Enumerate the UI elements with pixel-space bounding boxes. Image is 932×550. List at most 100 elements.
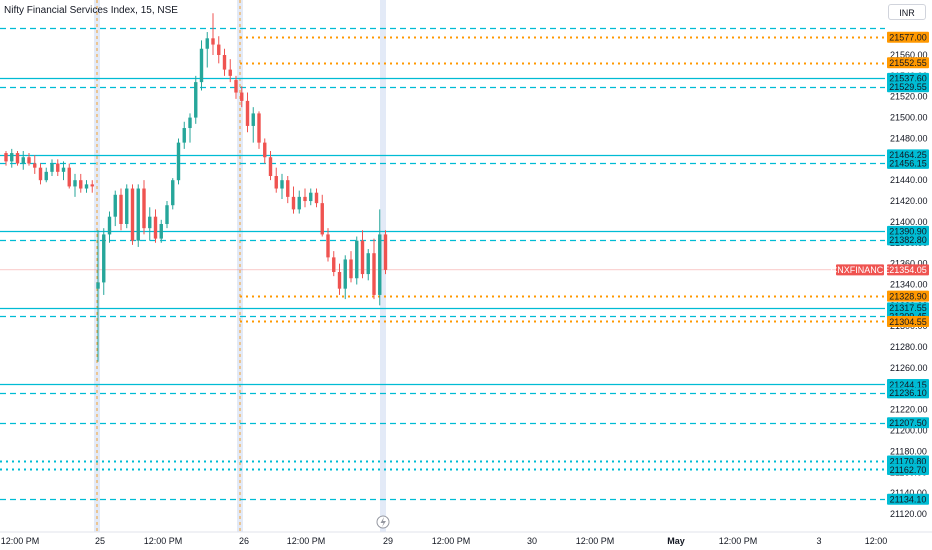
candle[interactable] <box>165 201 169 229</box>
candle[interactable] <box>355 236 359 285</box>
price-axis-tick: 21440.00 <box>890 175 928 185</box>
candle-body <box>217 44 221 55</box>
candle[interactable] <box>73 173 77 197</box>
candle[interactable] <box>372 238 376 300</box>
candle[interactable] <box>251 107 255 143</box>
level-badge-bg <box>887 463 929 475</box>
candle[interactable] <box>61 161 66 181</box>
candle-body <box>38 167 43 181</box>
candle[interactable] <box>194 75 198 124</box>
candle[interactable] <box>50 159 54 177</box>
candle[interactable] <box>263 138 267 164</box>
candle[interactable] <box>228 59 232 83</box>
level-badge-text: 21317.55 <box>889 303 927 313</box>
candle[interactable] <box>142 180 146 235</box>
candle[interactable] <box>15 150 20 166</box>
candle[interactable] <box>79 173 83 193</box>
candle[interactable] <box>136 184 140 247</box>
candle-body <box>228 69 232 76</box>
candle[interactable] <box>326 228 330 262</box>
candle[interactable] <box>96 230 100 362</box>
candle[interactable] <box>314 188 319 208</box>
time-axis-label: 12:00 PM <box>1 536 40 546</box>
candle[interactable] <box>44 167 48 183</box>
candle-body <box>79 180 83 189</box>
level-badge-bg <box>887 378 929 390</box>
candle[interactable] <box>90 180 94 193</box>
level-badge-21552.55: 21552.55 <box>887 57 929 69</box>
candle-body <box>67 167 71 187</box>
candle[interactable] <box>222 48 227 76</box>
candle[interactable] <box>303 188 307 208</box>
time-axis-label: 3 <box>816 536 821 546</box>
candle[interactable] <box>257 111 261 149</box>
level-badge-21464.25: 21464.25 <box>887 149 929 161</box>
candle[interactable] <box>383 230 388 275</box>
candle[interactable] <box>280 173 284 199</box>
candle[interactable] <box>84 180 89 193</box>
candle[interactable] <box>240 86 244 108</box>
level-badge-text: 21170.80 <box>890 456 927 466</box>
candle[interactable] <box>297 190 301 214</box>
candle[interactable] <box>113 190 117 227</box>
candle-body <box>222 55 227 70</box>
candle[interactable] <box>268 150 273 181</box>
candle[interactable] <box>159 219 163 243</box>
candle[interactable] <box>211 13 215 55</box>
candle[interactable] <box>56 159 60 177</box>
candle[interactable] <box>199 40 204 91</box>
candle[interactable] <box>366 249 370 281</box>
level-badge-text: 21552.55 <box>889 58 927 68</box>
candle[interactable] <box>171 178 175 210</box>
candle[interactable] <box>337 263 342 295</box>
candle[interactable] <box>188 113 192 143</box>
candle-body <box>211 38 215 45</box>
candle[interactable] <box>33 155 37 174</box>
price-axis-tick: 21360.00 <box>890 259 928 269</box>
candle[interactable] <box>320 194 324 237</box>
price-axis-tick: 21400.00 <box>890 217 928 227</box>
level-badge-21537.60: 21537.60 <box>887 72 929 84</box>
level-badge-text: 21207.50 <box>889 418 927 428</box>
lightning-icon <box>380 517 386 527</box>
candle[interactable] <box>274 167 278 193</box>
candle[interactable] <box>38 163 43 185</box>
candle[interactable] <box>332 251 336 277</box>
candle[interactable] <box>360 230 365 279</box>
candle[interactable] <box>309 188 313 206</box>
candle[interactable] <box>102 228 106 295</box>
candle[interactable] <box>291 186 296 214</box>
candle-body <box>268 157 273 177</box>
level-badge-21244.15: 21244.15 <box>887 378 929 390</box>
candle[interactable] <box>234 75 238 99</box>
session-marker-icon[interactable] <box>376 515 390 529</box>
candle[interactable] <box>286 176 290 204</box>
candle[interactable] <box>378 209 382 306</box>
candle[interactable] <box>245 92 250 133</box>
candle[interactable] <box>205 32 209 68</box>
candle[interactable] <box>153 209 158 243</box>
candle[interactable] <box>349 251 353 283</box>
candle[interactable] <box>343 255 347 300</box>
candle[interactable] <box>27 153 31 166</box>
candle[interactable] <box>21 150 25 170</box>
level-badge-bg <box>887 493 929 505</box>
candle-body <box>27 157 31 164</box>
candle-body <box>142 188 146 229</box>
candle[interactable] <box>67 163 71 189</box>
currency-selector[interactable]: INR <box>888 4 926 20</box>
candle[interactable] <box>125 184 129 229</box>
candle[interactable] <box>217 36 221 64</box>
candle[interactable] <box>4 150 8 166</box>
candle[interactable] <box>182 121 186 149</box>
candle[interactable] <box>107 211 112 243</box>
candle[interactable] <box>130 184 135 245</box>
candle[interactable] <box>176 138 181 185</box>
candle-body <box>337 271 342 289</box>
candle[interactable] <box>148 207 152 241</box>
candle[interactable] <box>119 188 123 231</box>
level-badge-21529.55: 21529.55 <box>887 81 929 93</box>
candle[interactable] <box>10 148 14 168</box>
